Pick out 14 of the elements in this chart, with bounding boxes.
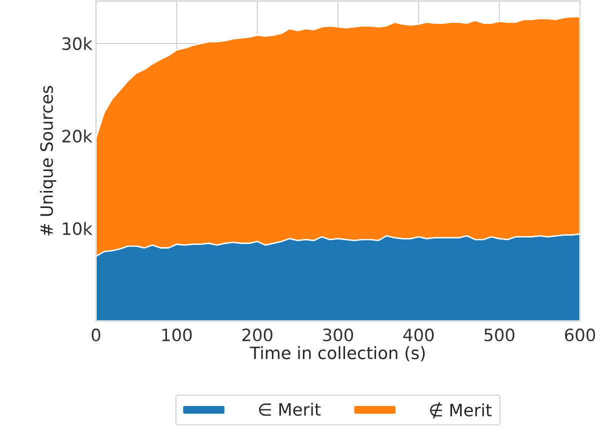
- y-axis-title: # Unique Sources: [40, 86, 56, 236]
- y-tick-label: 20k: [62, 129, 92, 143]
- legend-label: ∈ Merit: [259, 402, 321, 416]
- legend-label: ∉ Merit: [430, 402, 492, 419]
- x-tick-label: 600: [565, 328, 596, 342]
- x-axis-title: Time in collection (s): [250, 346, 425, 362]
- x-tick-label: 300: [323, 328, 354, 342]
- y-tick-label: 10k: [62, 222, 92, 236]
- y-tick-label: 30k: [62, 36, 92, 50]
- x-tick-label: 200: [242, 328, 272, 342]
- x-tick-label: 100: [162, 328, 192, 342]
- x-tick-label: 500: [484, 328, 514, 342]
- x-tick-label: 400: [403, 328, 434, 342]
- x-tick-label: 0: [92, 328, 100, 342]
